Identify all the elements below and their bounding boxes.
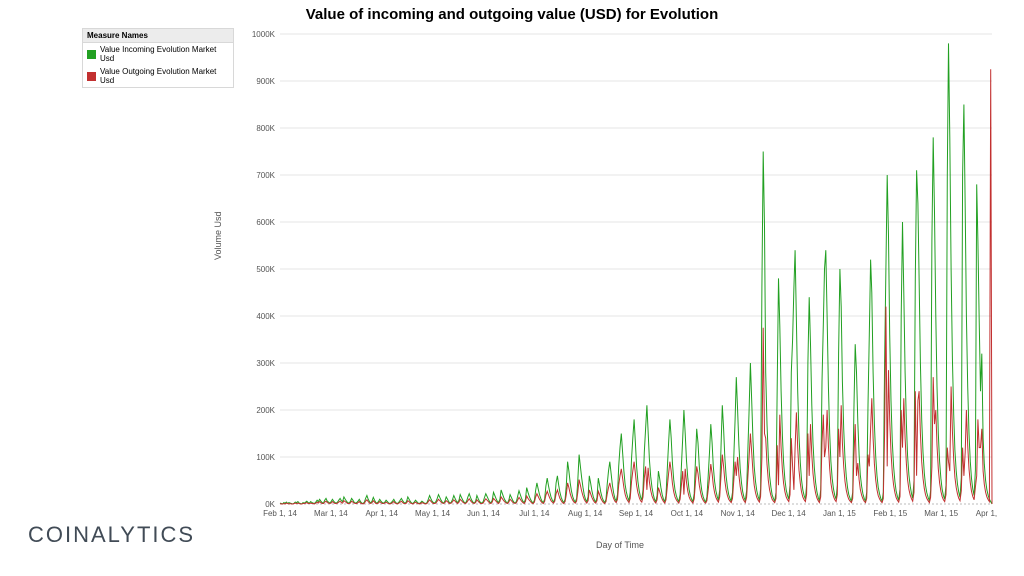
svg-text:600K: 600K bbox=[256, 218, 275, 227]
svg-text:Sep 1, 14: Sep 1, 14 bbox=[619, 509, 654, 518]
chart-area: 0K 100K 200K 300K 400K 500K 600K 700K 800K 900K 10… bbox=[240, 28, 1000, 526]
svg-text:Mar 1, 15: Mar 1, 15 bbox=[924, 509, 958, 518]
svg-text:May 1, 14: May 1, 14 bbox=[415, 509, 451, 518]
series-incoming bbox=[280, 43, 992, 504]
svg-text:1000K: 1000K bbox=[252, 30, 276, 39]
svg-text:0K: 0K bbox=[265, 500, 275, 509]
grid-lines bbox=[280, 34, 992, 504]
legend-item-outgoing: Value Outgoing Evolution Market Usd bbox=[83, 65, 233, 87]
svg-text:400K: 400K bbox=[256, 312, 275, 321]
svg-text:Oct 1, 14: Oct 1, 14 bbox=[671, 509, 704, 518]
svg-text:700K: 700K bbox=[256, 171, 275, 180]
y-axis-label: Volume Usd bbox=[213, 211, 223, 260]
svg-text:Mar 1, 14: Mar 1, 14 bbox=[314, 509, 348, 518]
svg-text:200K: 200K bbox=[256, 406, 275, 415]
x-ticks: Feb 1, 14 Mar 1, 14 Apr 1, 14 May 1, 14 Jun … bbox=[263, 509, 1000, 518]
legend-swatch-incoming bbox=[87, 50, 96, 59]
legend-item-incoming: Value Incoming Evolution Market Usd bbox=[83, 43, 233, 65]
plot-lines bbox=[280, 43, 992, 504]
y-ticks: 0K 100K 200K 300K 400K 500K 600K 700K 800K 900K 10… bbox=[252, 30, 276, 509]
svg-text:Jan 1, 15: Jan 1, 15 bbox=[823, 509, 856, 518]
chart-title: Value of incoming and outgoing value (US… bbox=[0, 6, 1024, 23]
svg-text:Nov 1, 14: Nov 1, 14 bbox=[721, 509, 756, 518]
svg-text:800K: 800K bbox=[256, 124, 275, 133]
legend-label-incoming: Value Incoming Evolution Market Usd bbox=[100, 45, 229, 63]
legend-swatch-outgoing bbox=[87, 72, 96, 81]
brand-logo: COINALYTICS bbox=[28, 522, 195, 548]
svg-text:500K: 500K bbox=[256, 265, 275, 274]
chart-svg: 0K 100K 200K 300K 400K 500K 600K 700K 800K 900K 10… bbox=[240, 28, 1000, 526]
svg-text:Aug 1, 14: Aug 1, 14 bbox=[568, 509, 603, 518]
svg-text:Jul 1, 14: Jul 1, 14 bbox=[519, 509, 550, 518]
svg-text:Apr 1, 15: Apr 1, 15 bbox=[976, 509, 1000, 518]
svg-text:300K: 300K bbox=[256, 359, 275, 368]
legend-header: Measure Names bbox=[83, 29, 233, 43]
svg-text:Feb 1, 15: Feb 1, 15 bbox=[873, 509, 907, 518]
legend-label-outgoing: Value Outgoing Evolution Market Usd bbox=[100, 67, 229, 85]
svg-text:100K: 100K bbox=[256, 453, 275, 462]
svg-text:Feb 1, 14: Feb 1, 14 bbox=[263, 509, 297, 518]
svg-text:Apr 1, 14: Apr 1, 14 bbox=[365, 509, 398, 518]
legend: Measure Names Value Incoming Evolution M… bbox=[82, 28, 234, 88]
svg-text:Jun 1, 14: Jun 1, 14 bbox=[467, 509, 500, 518]
x-axis-label: Day of Time bbox=[240, 540, 1000, 550]
svg-text:Dec 1, 14: Dec 1, 14 bbox=[771, 509, 806, 518]
svg-text:900K: 900K bbox=[256, 77, 275, 86]
